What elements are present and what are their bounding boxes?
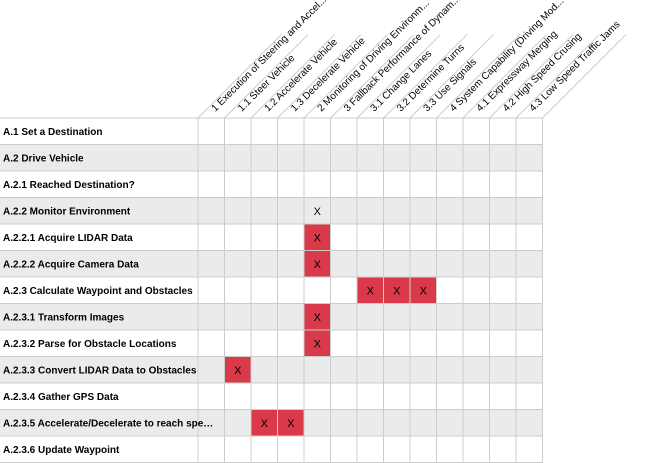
header-diagonal [197, 34, 282, 119]
row-label-a-2-1-reached-destination[interactable]: A.2.1 Reached Destination? [3, 180, 135, 191]
row-label-a-2-3-3-convert-lidar-data-to-obstacles[interactable]: A.2.3.3 Convert LIDAR Data to Obstacles [3, 365, 197, 376]
row-stripe [0, 303, 543, 330]
cell-mark-x: X [393, 285, 401, 297]
row-stripe [0, 197, 543, 224]
column-headers: 1 Execution of Steering and Accel...1.1 … [210, 0, 623, 114]
row-stripe [0, 250, 543, 277]
row-stripe [0, 144, 543, 171]
header-diagonal [356, 34, 441, 119]
header-diagonal [224, 34, 309, 119]
cell-mark-x: X [314, 259, 322, 271]
row-label-a-2-2-1-acquire-lidar-data[interactable]: A.2.2.1 Acquire LIDAR Data [3, 233, 133, 244]
highlighted-cell[interactable] [277, 409, 305, 437]
row-label-a-2-3-2-parse-for-obstacle-locations[interactable]: A.2.3.2 Parse for Obstacle Locations [3, 339, 177, 350]
cell-mark-x: X [261, 418, 269, 430]
grid-lines [0, 34, 627, 463]
cell-mark-x: X [314, 338, 322, 350]
highlighted-cell[interactable] [383, 277, 411, 304]
row-label-a-2-3-4-gather-gps-data[interactable]: A.2.3.4 Gather GPS Data [3, 392, 119, 403]
row-label-a-2-2-monitor-environment[interactable]: A.2.2 Monitor Environment [3, 206, 131, 217]
header-diagonal [436, 34, 521, 119]
header-diagonal [489, 34, 574, 119]
cell-mark-x: X [367, 285, 375, 297]
row-labels: A.1 Set a Destination A.2 Drive Vehicle A.… [3, 127, 213, 456]
cell-mark-x: X [420, 285, 428, 297]
highlighted-cell[interactable] [304, 330, 331, 357]
highlighted-cell[interactable] [304, 303, 331, 331]
header-diagonal [303, 34, 388, 119]
cell-mark-x: X [234, 365, 242, 377]
row-label-a-2-3-calculate-waypoint-and-obstacles[interactable]: A.2.3 Calculate Waypoint and Obstacles [3, 286, 193, 297]
row-label-a-2-drive-vehicle[interactable]: A.2 Drive Vehicle [3, 153, 84, 164]
header-diagonal [462, 34, 547, 119]
matrix-cells [224, 224, 437, 437]
highlighted-cell[interactable] [251, 409, 278, 437]
cell-mark-x: X [314, 232, 322, 244]
highlighted-cell[interactable] [357, 277, 384, 304]
header-diagonal [330, 34, 415, 119]
header-diagonal [515, 34, 600, 119]
row-label-a-2-3-6-update-waypoint[interactable]: A.2.3.6 Update Waypoint [3, 445, 120, 456]
highlighted-cell[interactable] [224, 356, 252, 384]
cell-mark-x: X [287, 418, 295, 430]
header-diagonal [383, 34, 468, 119]
row-label-a-2-2-2-acquire-camera-data[interactable]: A.2.2.2 Acquire Camera Data [3, 259, 139, 270]
highlighted-cell[interactable] [304, 224, 331, 251]
header-diagonal [542, 34, 627, 119]
row-stripe [0, 356, 543, 383]
cell-mark-x: X [314, 312, 322, 324]
row-label-a-2-3-1-transform-images[interactable]: A.2.3.1 Transform Images [3, 312, 125, 323]
header-diagonal [409, 34, 494, 119]
row-label-a-1-set-a-destination[interactable]: A.1 Set a Destination [3, 127, 102, 138]
header-diagonal [250, 34, 335, 119]
matrix-marks: X X X X X X X X X X X [234, 206, 428, 430]
highlighted-cell[interactable] [410, 277, 437, 304]
header-diagonal [277, 34, 362, 119]
cell-mark-x: X [314, 206, 322, 218]
row-label-a-2-3-5-accelerate-decelerate-to-reach-s[interactable]: A.2.3.5 Accelerate/Decelerate to reach s… [3, 418, 213, 429]
highlighted-cell[interactable] [304, 250, 331, 278]
